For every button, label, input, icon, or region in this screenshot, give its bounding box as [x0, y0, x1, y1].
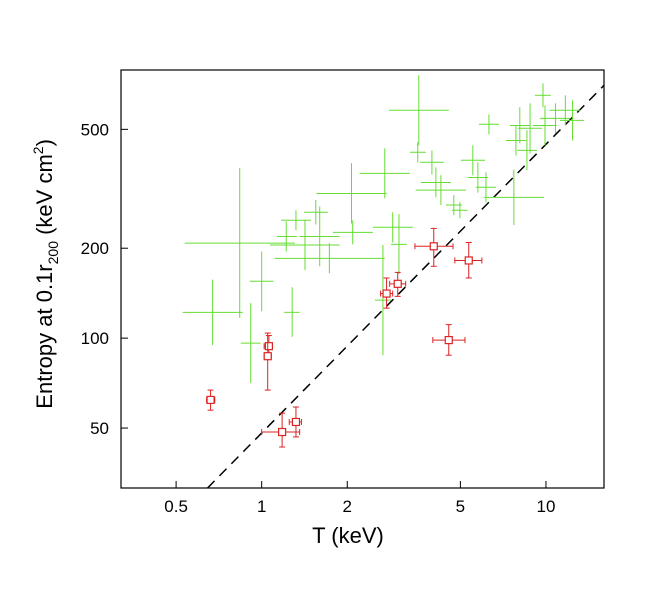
point	[429, 242, 438, 251]
y-axis-label-sub: 200	[45, 241, 61, 265]
x-axis-label: T (keV)	[312, 523, 384, 548]
x-tick-label: 5	[456, 497, 465, 516]
plot-frame	[120, 69, 605, 489]
point	[206, 395, 215, 405]
x-tick-label: 10	[537, 497, 556, 516]
y-axis-label-part: (keV cm	[32, 154, 57, 241]
point	[291, 417, 301, 427]
y-axis-label-part: Entropy at 0.1r	[32, 264, 57, 408]
x-tick-label: 2	[343, 497, 352, 516]
point	[382, 289, 391, 298]
plot-marks	[182, 75, 604, 488]
x-tick-label: 0.5	[164, 497, 188, 516]
y-axis-label-sup: 2	[30, 146, 46, 154]
point	[263, 352, 272, 361]
point	[444, 335, 453, 345]
point	[264, 342, 273, 351]
y-tick-label: 200	[81, 239, 109, 258]
y-tick-label: 500	[81, 120, 109, 139]
x-tick-label: 1	[257, 497, 266, 516]
point	[278, 427, 287, 437]
reference-line	[207, 84, 604, 488]
y-tick-label: 100	[81, 329, 109, 348]
point	[464, 256, 473, 265]
y-axis-label-part: )	[32, 139, 57, 146]
y-axis-label: Entropy at 0.1r200 (keV cm2)	[30, 121, 61, 440]
point	[393, 279, 402, 288]
y-tick-label: 50	[90, 419, 109, 438]
